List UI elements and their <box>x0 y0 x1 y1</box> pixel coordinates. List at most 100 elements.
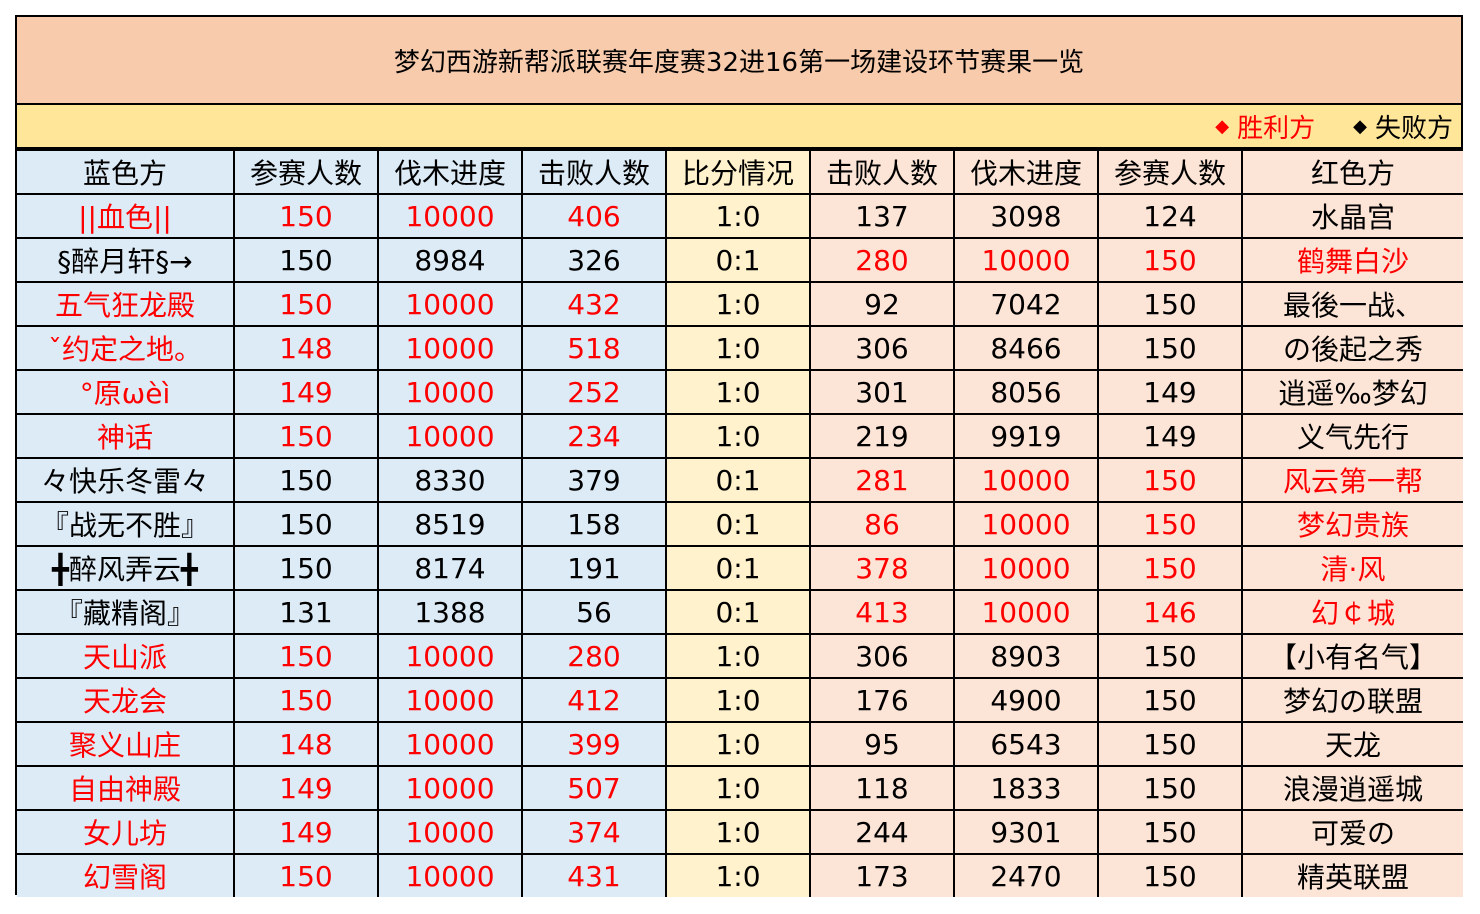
red-players-cell: 150 <box>1097 853 1243 897</box>
blue-wood-cell: 10000 <box>377 853 523 897</box>
red-team-cell: 梦幻贵族 <box>1241 501 1463 547</box>
red-players-cell: 124 <box>1097 193 1243 239</box>
red-kills-cell: 281 <box>809 457 955 503</box>
header-blue-team: 蓝色方 <box>17 149 235 195</box>
blue-players-cell: 150 <box>233 545 379 591</box>
blue-kills-cell: 379 <box>521 457 667 503</box>
winner-diamond-icon: ◆ <box>1215 115 1230 137</box>
score-cell: 1:0 <box>665 193 811 239</box>
blue-players-cell: 149 <box>233 369 379 415</box>
table-row: ╋醉风弄云╋ 150 8174 191 0:1 378 10000 150 清·风 <box>17 545 1463 591</box>
legend-winner: ◆ 胜利方 <box>1215 108 1315 145</box>
blue-kills-cell: 374 <box>521 809 667 855</box>
red-team-cell: 最後一战、 <box>1241 281 1463 327</box>
blue-wood-cell: 10000 <box>377 193 523 239</box>
blue-team-cell: °原ωèì <box>17 369 235 415</box>
score-cell: 1:0 <box>665 765 811 811</box>
red-team-cell: 精英联盟 <box>1241 853 1463 897</box>
results-sheet: 梦幻西游新帮派联赛年度赛32进16第一场建设环节赛果一览 ◆ 胜利方 ◆ 失败方… <box>15 15 1463 897</box>
blue-wood-cell: 10000 <box>377 765 523 811</box>
blue-wood-cell: 10000 <box>377 809 523 855</box>
red-wood-cell: 1833 <box>953 765 1099 811</box>
red-wood-cell: 8056 <box>953 369 1099 415</box>
red-kills-cell: 86 <box>809 501 955 547</box>
red-kills-cell: 280 <box>809 237 955 283</box>
blue-team-cell: ||血色|| <box>17 193 235 239</box>
red-team-cell: 清·风 <box>1241 545 1463 591</box>
red-team-cell: 鹤舞白沙 <box>1241 237 1463 283</box>
blue-team-cell: 幻雪阁 <box>17 853 235 897</box>
blue-kills-cell: 518 <box>521 325 667 371</box>
red-team-cell: の後起之秀 <box>1241 325 1463 371</box>
blue-players-cell: 148 <box>233 325 379 371</box>
blue-team-cell: 聚义山庄 <box>17 721 235 767</box>
red-kills-cell: 378 <box>809 545 955 591</box>
red-kills-cell: 173 <box>809 853 955 897</box>
header-blue-players: 参赛人数 <box>233 149 379 195</box>
table-row: ||血色|| 150 10000 406 1:0 137 3098 124 水晶宫 <box>17 193 1463 239</box>
header-red-wood: 伐木进度 <box>953 149 1099 195</box>
red-kills-cell: 137 <box>809 193 955 239</box>
table-row: §醉月轩§→ 150 8984 326 0:1 280 10000 150 鹤舞白沙 <box>17 237 1463 283</box>
header-score: 比分情况 <box>665 149 811 195</box>
blue-kills-cell: 252 <box>521 369 667 415</box>
blue-players-cell: 150 <box>233 237 379 283</box>
red-players-cell: 150 <box>1097 633 1243 679</box>
blue-kills-cell: 507 <box>521 765 667 811</box>
red-team-cell: 【小有名气】 <box>1241 633 1463 679</box>
title-bar: 梦幻西游新帮派联赛年度赛32进16第一场建设环节赛果一览 <box>17 17 1461 105</box>
red-kills-cell: 244 <box>809 809 955 855</box>
blue-wood-cell: 1388 <box>377 589 523 635</box>
loser-diamond-icon: ◆ <box>1353 115 1367 137</box>
red-kills-cell: 118 <box>809 765 955 811</box>
table-row: 聚义山庄 148 10000 399 1:0 95 6543 150 天龙 <box>17 721 1463 767</box>
header-blue-kills: 击败人数 <box>521 149 667 195</box>
table-row: 天龙会 150 10000 412 1:0 176 4900 150 梦幻の联盟 <box>17 677 1463 723</box>
blue-players-cell: 148 <box>233 721 379 767</box>
red-kills-cell: 306 <box>809 325 955 371</box>
red-team-cell: 水晶宫 <box>1241 193 1463 239</box>
blue-players-cell: 150 <box>233 501 379 547</box>
red-team-cell: 浪漫逍遥城 <box>1241 765 1463 811</box>
header-row: 蓝色方 参赛人数 伐木进度 击败人数 比分情况 击败人数 伐木进度 参赛人数 红… <box>17 149 1463 195</box>
legend-loser-label: 失败方 <box>1374 113 1453 144</box>
red-wood-cell: 6543 <box>953 721 1099 767</box>
blue-kills-cell: 399 <box>521 721 667 767</box>
blue-team-cell: 天龙会 <box>17 677 235 723</box>
blue-team-cell: 々快乐冬雷々 <box>17 457 235 503</box>
blue-team-cell: ˇ约定之地。 <box>17 325 235 371</box>
table-row: 『藏精阁』 131 1388 56 0:1 413 10000 146 幻￠城 <box>17 589 1463 635</box>
table-row: 女儿坊 149 10000 374 1:0 244 9301 150 可爱の <box>17 809 1463 855</box>
blue-wood-cell: 10000 <box>377 721 523 767</box>
red-wood-cell: 3098 <box>953 193 1099 239</box>
table-row: 幻雪阁 150 10000 431 1:0 173 2470 150 精英联盟 <box>17 853 1463 897</box>
red-players-cell: 150 <box>1097 809 1243 855</box>
red-players-cell: 150 <box>1097 545 1243 591</box>
table-row: 五气狂龙殿 150 10000 432 1:0 92 7042 150 最後一战、 <box>17 281 1463 327</box>
red-team-cell: 义气先行 <box>1241 413 1463 459</box>
blue-wood-cell: 8174 <box>377 545 523 591</box>
blue-team-cell: 女儿坊 <box>17 809 235 855</box>
blue-kills-cell: 406 <box>521 193 667 239</box>
page-title: 梦幻西游新帮派联赛年度赛32进16第一场建设环节赛果一览 <box>393 47 1085 78</box>
table-row: ˇ约定之地。 148 10000 518 1:0 306 8466 150 の後起之秀 <box>17 325 1463 371</box>
red-wood-cell: 9301 <box>953 809 1099 855</box>
score-cell: 1:0 <box>665 809 811 855</box>
blue-wood-cell: 10000 <box>377 677 523 723</box>
legend-loser: ◆ 失败方 <box>1353 108 1453 145</box>
blue-team-cell: 『藏精阁』 <box>17 589 235 635</box>
blue-kills-cell: 191 <box>521 545 667 591</box>
blue-team-cell: ╋醉风弄云╋ <box>17 545 235 591</box>
table-row: °原ωèì 149 10000 252 1:0 301 8056 149 逍遥‰梦幻 <box>17 369 1463 415</box>
blue-kills-cell: 412 <box>521 677 667 723</box>
blue-team-cell: 自由神殿 <box>17 765 235 811</box>
blue-kills-cell: 432 <box>521 281 667 327</box>
blue-wood-cell: 10000 <box>377 369 523 415</box>
blue-players-cell: 150 <box>233 853 379 897</box>
blue-players-cell: 149 <box>233 809 379 855</box>
blue-kills-cell: 56 <box>521 589 667 635</box>
red-kills-cell: 306 <box>809 633 955 679</box>
blue-players-cell: 150 <box>233 633 379 679</box>
blue-wood-cell: 10000 <box>377 633 523 679</box>
red-wood-cell: 4900 <box>953 677 1099 723</box>
